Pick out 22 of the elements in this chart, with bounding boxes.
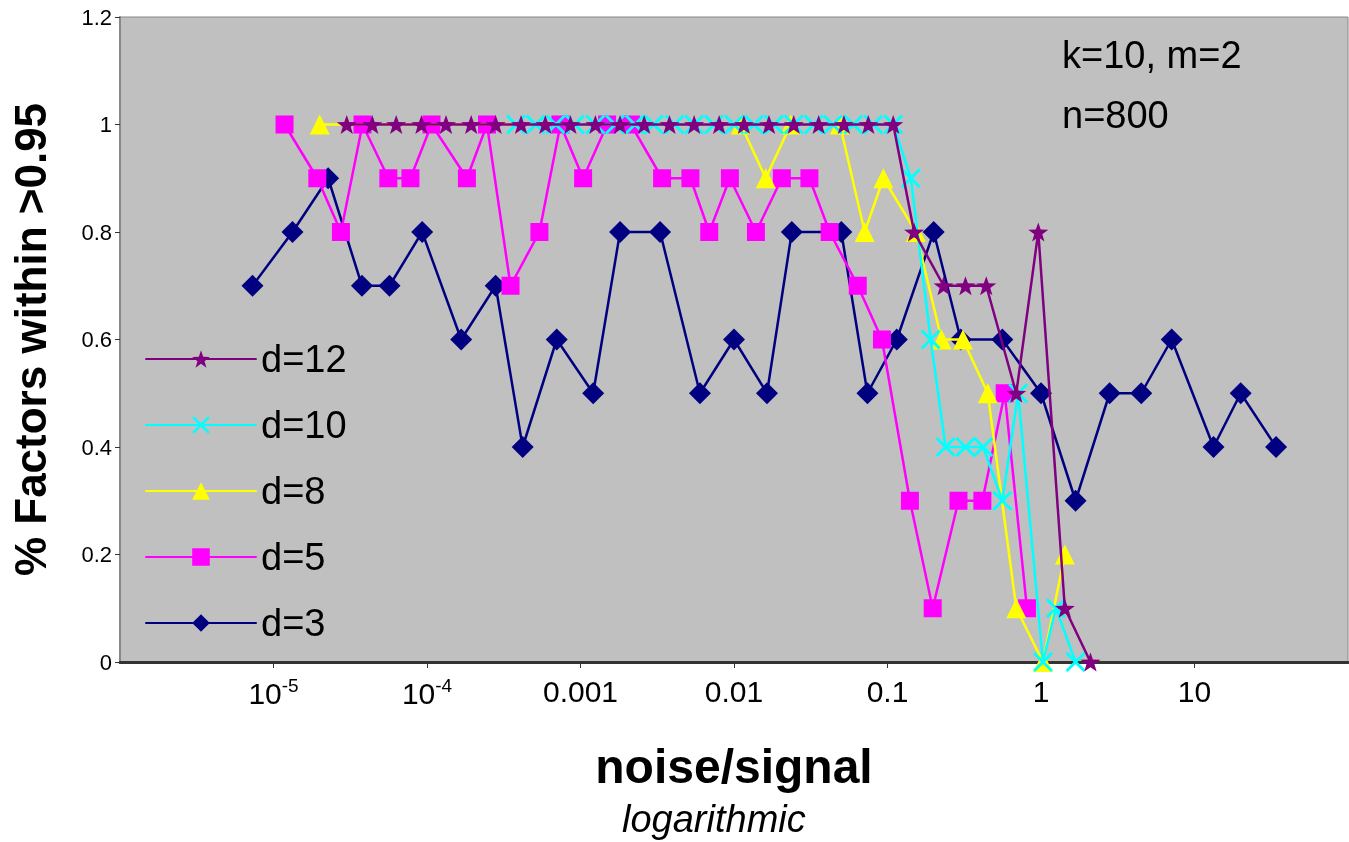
x-tick-label: 10	[1177, 674, 1212, 708]
x-tick-label: 0.001	[542, 674, 619, 708]
y-tick-label: 0.6	[81, 327, 112, 352]
legend-label: d=5	[261, 536, 326, 578]
y-tick-label: 1.2	[81, 4, 112, 30]
y-tick-label: 0.2	[81, 542, 112, 567]
y-tick-label: 0.8	[81, 219, 112, 245]
legend-label: d=12	[261, 338, 347, 380]
x-tick-label: 0.1	[866, 674, 909, 708]
y-tick-label: 0	[99, 649, 112, 675]
x-tick-label: 1	[1032, 674, 1050, 708]
x-tick-label: 0.01	[704, 674, 764, 708]
legend-label: d=8	[261, 470, 326, 512]
y-tick-label: 1	[99, 112, 112, 137]
x-axis-title: noise/signal	[595, 739, 873, 793]
annotation: n=800	[1062, 94, 1169, 136]
legend-label: d=3	[261, 602, 326, 644]
annotation: k=10, m=2	[1062, 34, 1242, 76]
y-tick-label: 0.4	[81, 434, 112, 460]
legend-label: d=10	[261, 404, 347, 446]
y-axis-title: % Factors within >0.95	[5, 102, 55, 577]
text: logarithmic	[622, 798, 806, 840]
